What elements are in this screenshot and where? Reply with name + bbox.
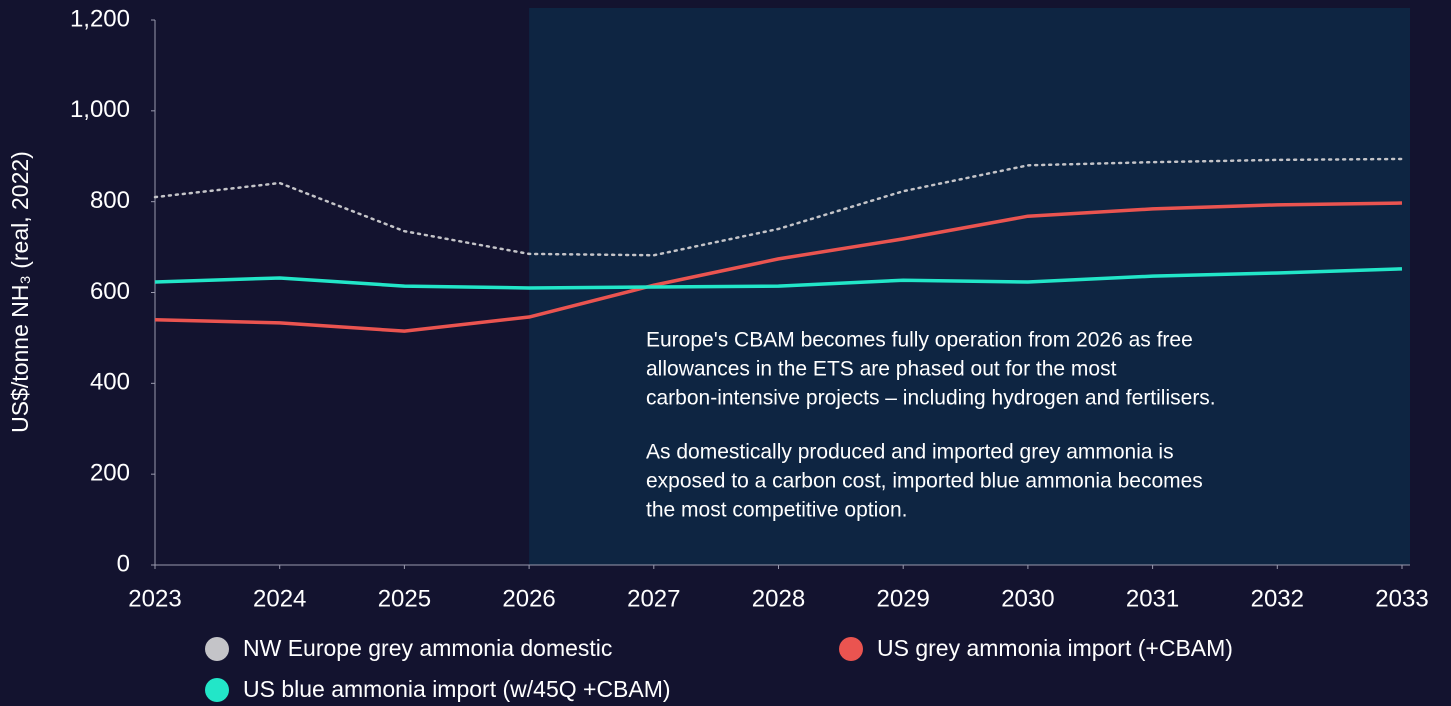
annotation: allowances in the ETS are phased out for… — [646, 358, 1117, 381]
annotation: the most competitive option. — [646, 499, 907, 522]
y-axis-label: US$/tonne NH₃ (real, 2022) — [7, 151, 33, 433]
x-tick-label: 2030 — [1001, 585, 1054, 612]
annotation: exposed to a carbon cost, imported blue … — [646, 470, 1203, 493]
legend-marker — [205, 637, 229, 661]
y-tick-label: 1,000 — [70, 96, 130, 123]
x-tick-label: 2028 — [752, 585, 805, 612]
annotation: carbon-intensive projects – including hy… — [646, 387, 1216, 410]
legend-label: US grey ammonia import (+CBAM) — [877, 635, 1233, 661]
y-tick-label: 600 — [90, 278, 130, 305]
line-series — [153, 157, 1404, 257]
legend-label: US blue ammonia import (w/45Q +CBAM) — [243, 676, 671, 702]
legend-marker — [205, 678, 229, 702]
legend-label: NW Europe grey ammonia domestic — [243, 635, 612, 661]
y-tick-label: 800 — [90, 187, 130, 214]
x-tick-label: 2024 — [253, 585, 306, 612]
y-tick-label: 400 — [90, 369, 130, 396]
x-tick-label: 2025 — [378, 585, 431, 612]
x-tick-label: 2033 — [1375, 585, 1428, 612]
y-tick-label: 200 — [90, 460, 130, 487]
x-tick-label: 2026 — [502, 585, 555, 612]
x-tick-label: 2029 — [877, 585, 930, 612]
x-tick-label: 2032 — [1251, 585, 1304, 612]
annotation: As domestically produced and imported gr… — [646, 441, 1174, 464]
y-tick-label: 1,200 — [70, 5, 130, 32]
x-tick-label: 2027 — [627, 585, 680, 612]
x-tick-label: 2023 — [128, 585, 181, 612]
y-tick-label: 0 — [117, 550, 130, 577]
line-series — [154, 201, 1403, 333]
x-tick-label: 2031 — [1126, 585, 1179, 612]
line-series — [154, 267, 1403, 290]
annotation: Europe's CBAM becomes fully operation fr… — [646, 329, 1193, 352]
legend-marker — [839, 637, 863, 661]
